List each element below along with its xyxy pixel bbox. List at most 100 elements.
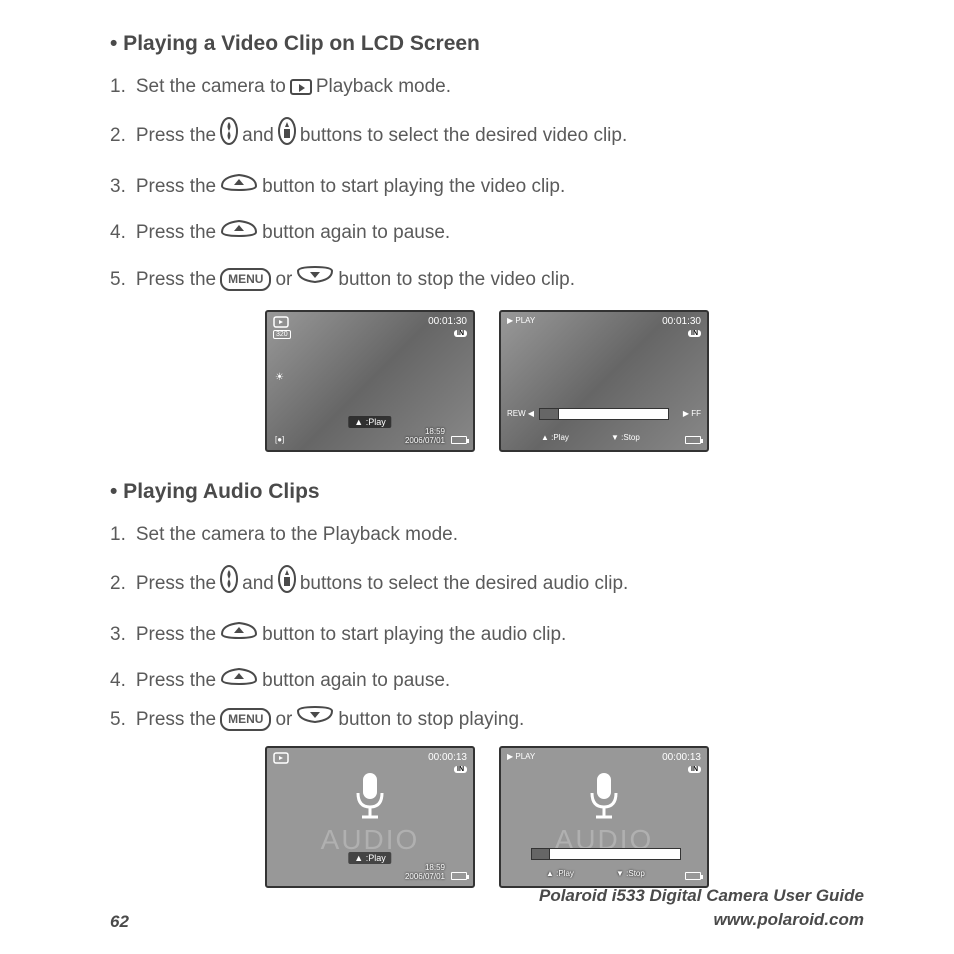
brightness-icon: ☀ bbox=[275, 372, 284, 383]
guide-name: Polaroid i533 Digital Camera User Guide bbox=[539, 884, 864, 908]
up-button-icon bbox=[219, 217, 259, 249]
menu-button-icon: MENU bbox=[220, 268, 271, 291]
down-button-icon bbox=[295, 704, 335, 736]
in-badge: IN bbox=[454, 766, 467, 773]
progress-bar bbox=[539, 408, 669, 420]
playback-icon bbox=[290, 79, 312, 95]
up-button-icon bbox=[219, 665, 259, 697]
guide-title: Polaroid i533 Digital Camera User Guide … bbox=[539, 884, 864, 932]
audio-screen-1: 00:00:13 IN AUDIO ▲ :Play 18:59 2006/07/… bbox=[265, 746, 475, 888]
datetime: 18:59 2006/07/01 bbox=[405, 428, 445, 446]
timestamp: 00:00:13 bbox=[662, 752, 701, 763]
section-2-steps: 1. Set the camera to the Playback mode. … bbox=[110, 520, 864, 651]
step-2-5: 5. Press the MENU or button to stop play… bbox=[110, 704, 864, 736]
step-text: or bbox=[275, 265, 292, 295]
video-screen-1: 320 00:01:30 IN ☀ ▲ :Play [●] 18:59 2006… bbox=[265, 310, 475, 452]
play-label: ▶ PLAY bbox=[507, 752, 535, 761]
rew-label: REW ◀ bbox=[507, 409, 534, 418]
step-text: Playback mode. bbox=[316, 72, 451, 102]
in-badge: IN bbox=[454, 330, 467, 337]
step-text: button again to pause. bbox=[262, 666, 450, 696]
step-number: 4. bbox=[110, 218, 126, 248]
page-footer: 62 Polaroid i533 Digital Camera User Gui… bbox=[110, 884, 864, 932]
progress-bar bbox=[531, 848, 681, 860]
in-badge: IN bbox=[688, 330, 701, 337]
up-button-icon bbox=[219, 619, 259, 651]
datetime: 18:59 2006/07/01 bbox=[405, 864, 445, 882]
down-button-icon bbox=[295, 264, 335, 296]
step-number: 4. bbox=[110, 666, 126, 696]
section-1-steps: 1. Set the camera to Playback mode. 2. P… bbox=[110, 72, 864, 296]
battery-icon bbox=[685, 436, 701, 444]
step-number: 5. bbox=[110, 265, 126, 295]
flower-right-icon bbox=[277, 116, 297, 156]
step-text: Press the bbox=[136, 121, 216, 151]
step-number: 3. bbox=[110, 172, 126, 202]
step-2-4: 4. Press the button again to pause. bbox=[110, 665, 864, 697]
step-text: Press the bbox=[136, 620, 216, 650]
step-number: 3. bbox=[110, 620, 126, 650]
resolution-badge: 320 bbox=[273, 330, 291, 339]
stop-instruction: ▼ :Stop bbox=[611, 433, 640, 442]
step-text: or bbox=[275, 705, 292, 735]
step-number: 1. bbox=[110, 520, 126, 550]
timestamp: 00:01:30 bbox=[428, 316, 467, 327]
flower-left-icon bbox=[219, 564, 239, 604]
step-text: Press the bbox=[136, 265, 216, 295]
step-1-1: 1. Set the camera to Playback mode. bbox=[110, 72, 864, 102]
step-2-1: 1. Set the camera to the Playback mode. bbox=[110, 520, 864, 550]
step-1-4: 4. Press the button again to pause. bbox=[110, 217, 864, 249]
audio-screen-2: ▶ PLAY 00:00:13 IN AUDIO ▲ :Play ▼ :Stop bbox=[499, 746, 709, 888]
step-text: button to start playing the video clip. bbox=[262, 172, 565, 202]
step-number: 2. bbox=[110, 569, 126, 599]
step-text: and bbox=[242, 121, 274, 151]
step-number: 1. bbox=[110, 72, 126, 102]
microphone-icon bbox=[584, 771, 624, 829]
audio-screenshots: 00:00:13 IN AUDIO ▲ :Play 18:59 2006/07/… bbox=[110, 746, 864, 888]
up-button-icon bbox=[219, 171, 259, 203]
flower-right-icon bbox=[277, 564, 297, 604]
step-1-3: 3. Press the button to start playing the… bbox=[110, 171, 864, 203]
step-2-2: 2. Press the and buttons to select the d… bbox=[110, 564, 864, 604]
in-badge: IN bbox=[688, 766, 701, 773]
date-text: 2006/07/01 bbox=[405, 437, 445, 446]
step-text: and bbox=[242, 569, 274, 599]
section-2-title: • Playing Audio Clips bbox=[110, 480, 864, 504]
play-instruction: ▲ :Play bbox=[348, 852, 391, 864]
step-text: Press the bbox=[136, 569, 216, 599]
step-text: Press the bbox=[136, 218, 216, 248]
step-number: 5. bbox=[110, 705, 126, 735]
step-text: button to stop playing. bbox=[338, 705, 524, 735]
step-text: buttons to select the desired audio clip… bbox=[300, 569, 628, 599]
date-text: 2006/07/01 bbox=[405, 873, 445, 882]
step-text: buttons to select the desired video clip… bbox=[300, 121, 627, 151]
section-1-title: • Playing a Video Clip on LCD Screen bbox=[110, 32, 864, 56]
step-text: Set the camera to bbox=[136, 72, 286, 102]
video-screenshots: 320 00:01:30 IN ☀ ▲ :Play [●] 18:59 2006… bbox=[110, 310, 864, 452]
step-1-5: 5. Press the MENU or button to stop the … bbox=[110, 264, 864, 296]
timestamp: 00:01:30 bbox=[662, 316, 701, 327]
page-number: 62 bbox=[110, 912, 129, 932]
stop-instruction: ▼ :Stop bbox=[616, 869, 645, 878]
flower-left-icon bbox=[219, 116, 239, 156]
step-text: button again to pause. bbox=[262, 218, 450, 248]
playback-icon bbox=[273, 752, 289, 764]
step-text: button to start playing the audio clip. bbox=[262, 620, 566, 650]
step-number: 2. bbox=[110, 121, 126, 151]
battery-icon bbox=[451, 872, 467, 880]
step-text: Set the camera to the Playback mode. bbox=[136, 520, 458, 550]
step-text: Press the bbox=[136, 705, 216, 735]
play-instruction: ▲ :Play bbox=[541, 433, 569, 442]
step-text: Press the bbox=[136, 666, 216, 696]
battery-icon bbox=[451, 436, 467, 444]
step-text: Press the bbox=[136, 172, 216, 202]
play-label: ▶ PLAY bbox=[507, 316, 535, 325]
timestamp: 00:00:13 bbox=[428, 752, 467, 763]
video-screen-2: ▶ PLAY 00:01:30 IN REW ◀ ▶ FF ▲ :Play ▼ … bbox=[499, 310, 709, 452]
step-1-2: 2. Press the and buttons to select the d… bbox=[110, 116, 864, 156]
ff-label: ▶ FF bbox=[683, 409, 701, 418]
focus-icon: [●] bbox=[275, 435, 284, 444]
menu-button-icon: MENU bbox=[220, 708, 271, 731]
guide-url: www.polaroid.com bbox=[539, 908, 864, 932]
battery-icon bbox=[685, 872, 701, 880]
